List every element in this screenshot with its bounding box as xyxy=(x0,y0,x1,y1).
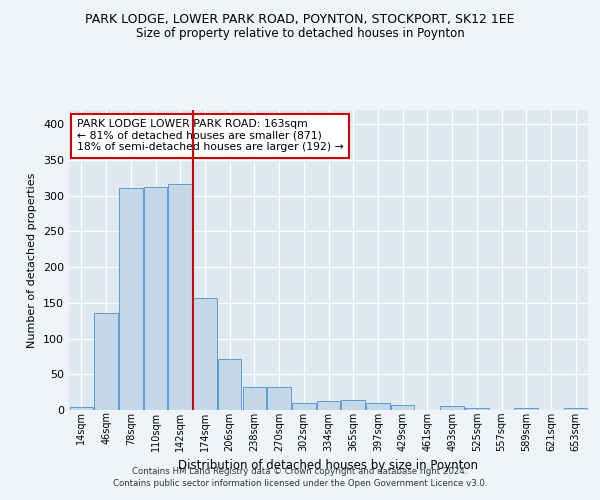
Bar xyxy=(465,408,488,410)
Text: Contains HM Land Registry data © Crown copyright and database right 2024.
Contai: Contains HM Land Registry data © Crown c… xyxy=(113,466,487,487)
Bar xyxy=(119,188,143,410)
Text: PARK LODGE LOWER PARK ROAD: 163sqm
← 81% of detached houses are smaller (871)
18: PARK LODGE LOWER PARK ROAD: 163sqm ← 81%… xyxy=(77,119,344,152)
Bar xyxy=(70,407,93,410)
Bar xyxy=(391,405,415,410)
Bar xyxy=(317,400,340,410)
Bar xyxy=(292,403,316,410)
Bar xyxy=(94,313,118,410)
Bar xyxy=(144,187,167,410)
Bar xyxy=(169,184,192,410)
Y-axis label: Number of detached properties: Number of detached properties xyxy=(28,172,37,348)
X-axis label: Distribution of detached houses by size in Poynton: Distribution of detached houses by size … xyxy=(179,459,479,472)
Bar xyxy=(218,360,241,410)
Bar xyxy=(268,387,291,410)
Bar xyxy=(514,408,538,410)
Bar xyxy=(193,298,217,410)
Bar xyxy=(242,387,266,410)
Text: PARK LODGE, LOWER PARK ROAD, POYNTON, STOCKPORT, SK12 1EE: PARK LODGE, LOWER PARK ROAD, POYNTON, ST… xyxy=(85,12,515,26)
Text: Size of property relative to detached houses in Poynton: Size of property relative to detached ho… xyxy=(136,28,464,40)
Bar xyxy=(564,408,587,410)
Bar xyxy=(440,406,464,410)
Bar xyxy=(341,400,365,410)
Bar xyxy=(366,403,389,410)
